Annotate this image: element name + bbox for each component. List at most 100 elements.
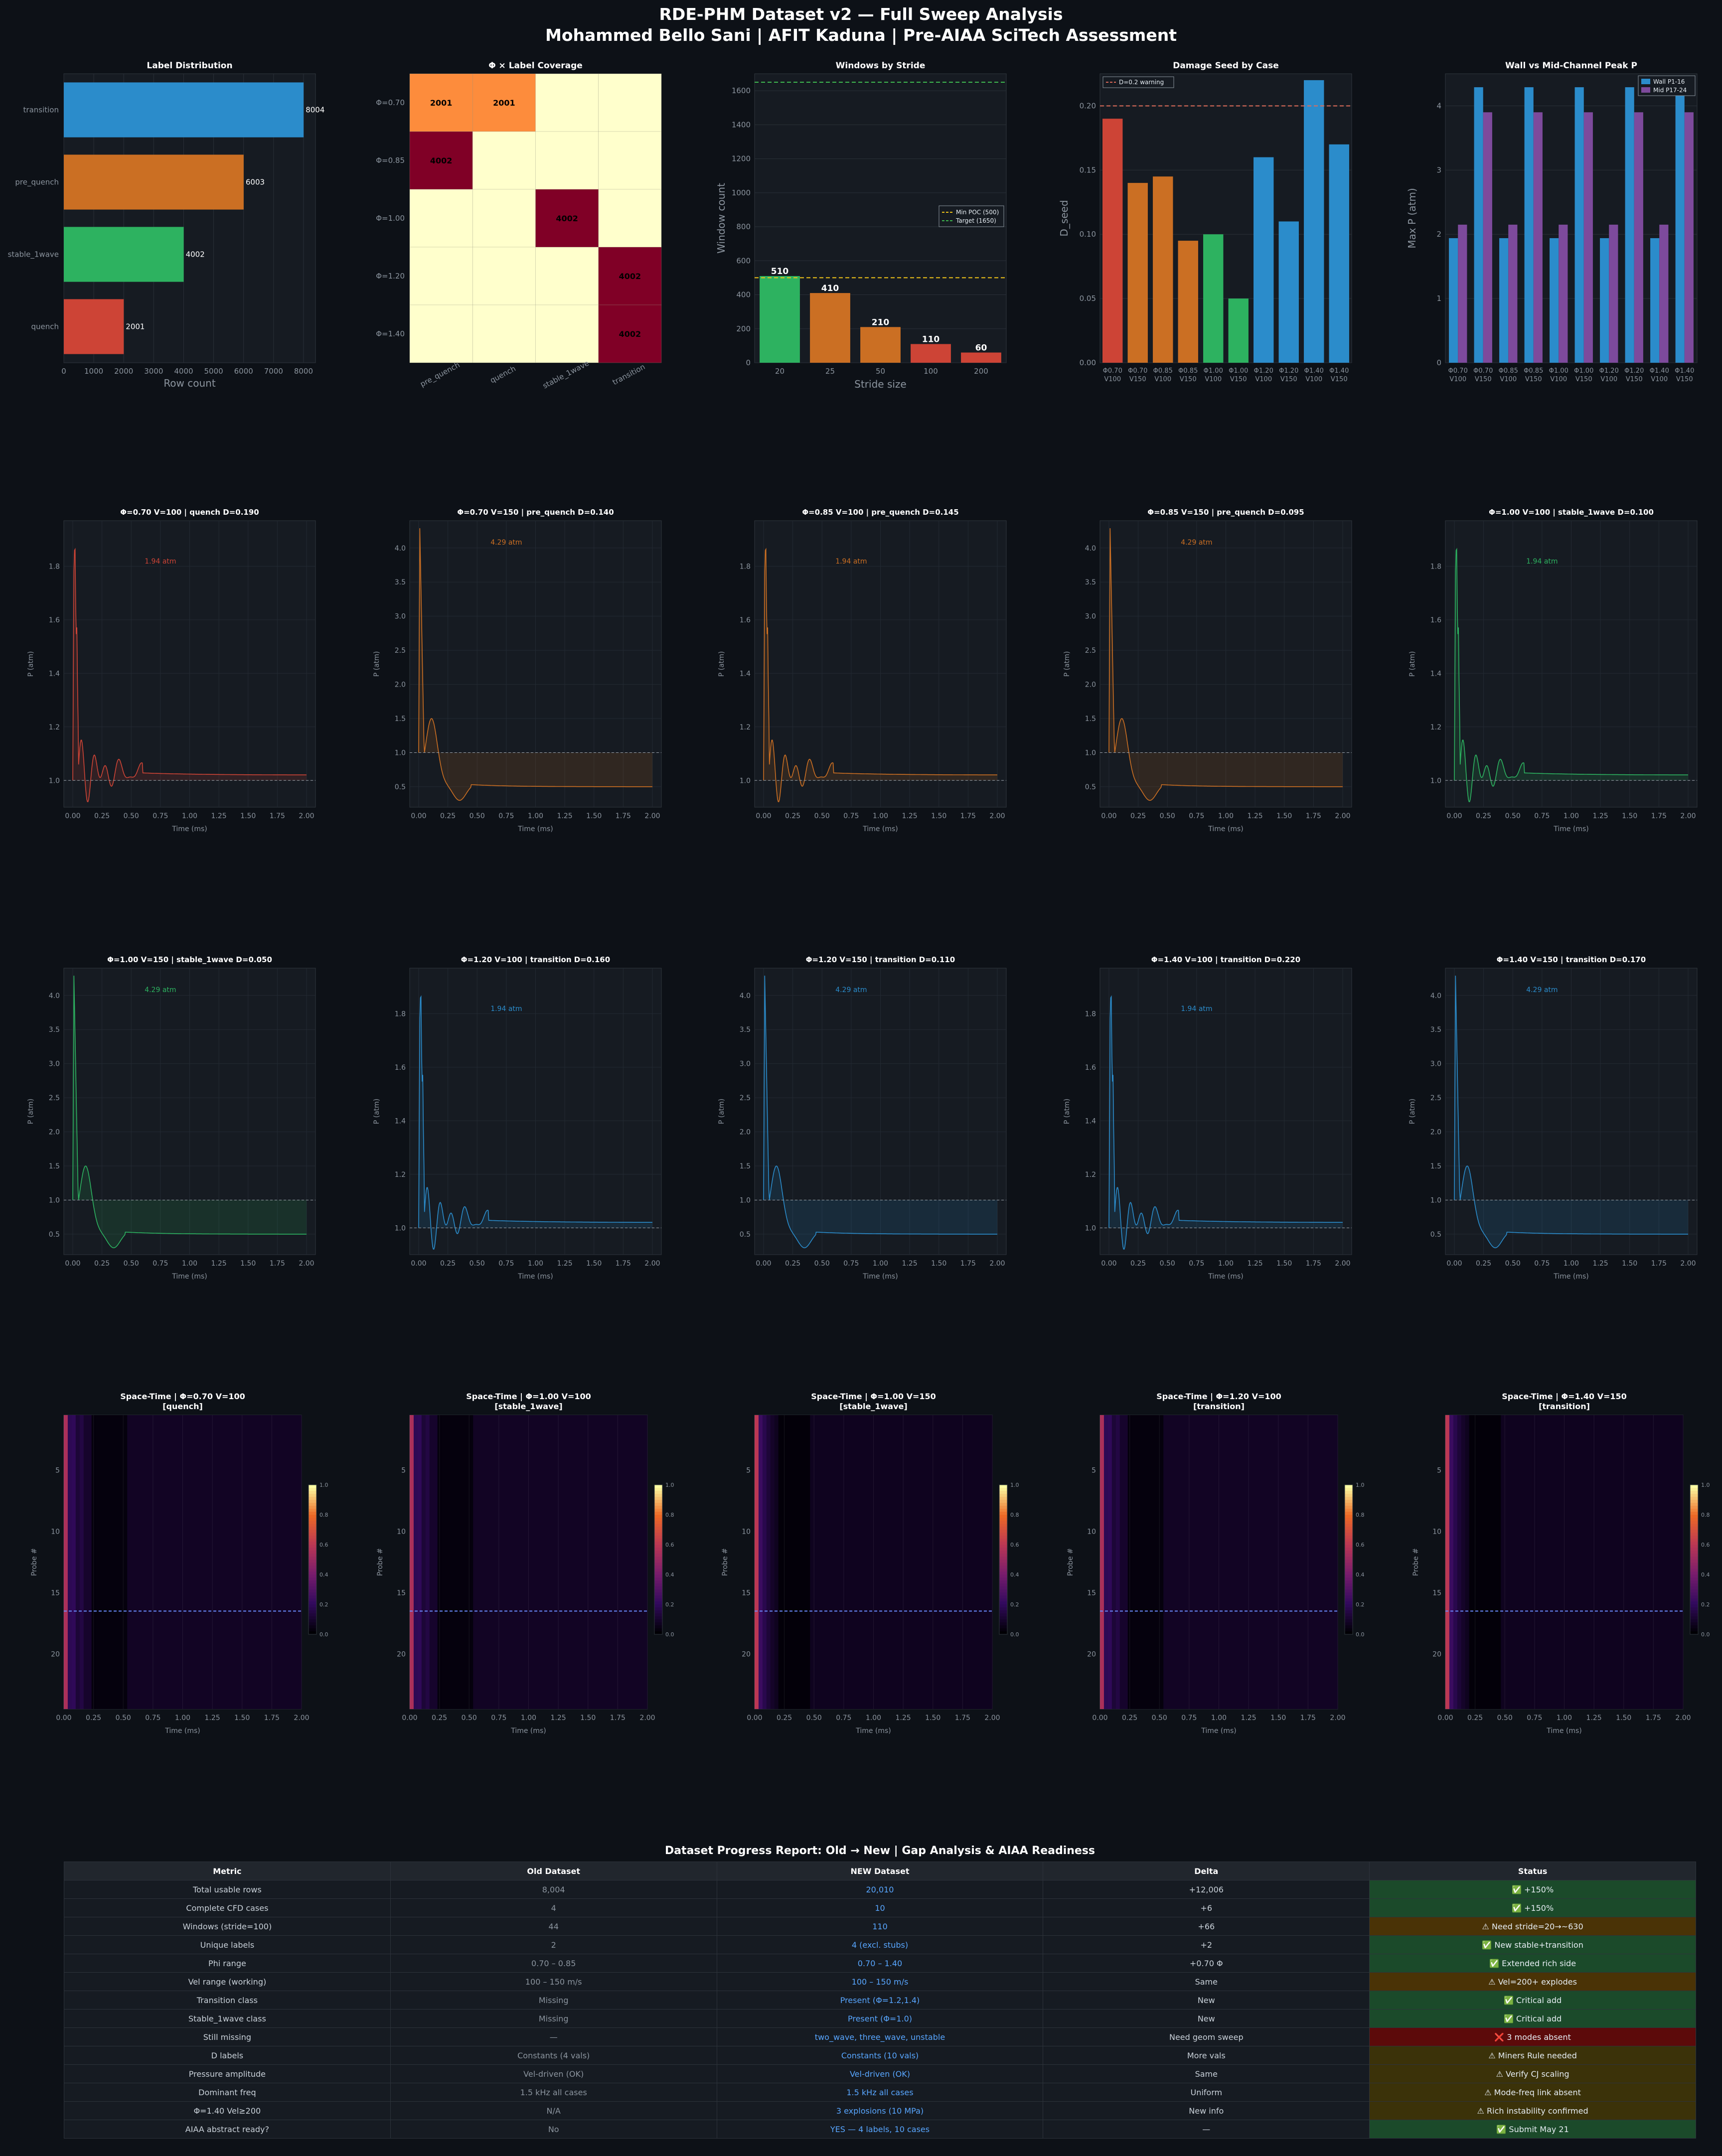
heat-column [1127,1415,1132,1709]
colorbar-segment [654,1506,662,1509]
colorbar-segment [1690,1569,1698,1572]
y-axis-label: P (atm) [373,651,381,677]
heat-column [1473,1415,1478,1709]
heat-column [162,1415,167,1709]
heat-column [592,1415,597,1709]
x-tick-label: 1.50 [234,1714,250,1722]
colorbar-segment [1690,1595,1698,1599]
data-label: 4002 [186,250,205,259]
y-tick-label: 0.20 [1080,101,1096,110]
colorbar-tick-label: 0.8 [1701,1512,1710,1518]
report-new-cell: 0.70 – 1.40 [716,1954,1044,1973]
heat-column [87,1415,92,1709]
heat-column [897,1415,902,1709]
x-tick-label: 2.00 [294,1714,309,1722]
x-tick-label: 0.25 [1130,1260,1146,1268]
heat-cell [409,131,473,190]
heat-column [806,1415,810,1709]
pressure-and-spacetime-charts: 0.00 0.25 0.50 0.75 1.00 1.25 1.50 1.75 2.001.01… [27,508,1710,1735]
colorbar-segment [1690,1589,1698,1593]
x-tick-label: Φ0.70 [1128,367,1147,375]
report-delta-cell: — [1043,2120,1370,2139]
colorbar-segment [999,1527,1007,1530]
y-tick-label: 600 [736,256,751,265]
report-row: Still missing — two_wave, three_wave, unst… [64,2027,1696,2046]
colorbar-segment [1345,1497,1353,1500]
colorbar-segment [999,1554,1007,1557]
x-tick-label: 8000 [294,367,313,376]
heat-column [1461,1415,1466,1709]
colorbar-segment [654,1631,662,1635]
x-tick-label: 1.75 [1306,1260,1321,1268]
colorbar-segment [1690,1491,1698,1494]
heat-column [849,1415,854,1709]
bar [810,293,850,363]
panel-title: Φ=1.20 V=150 | transition D=0.110 [806,955,955,965]
heat-column [1314,1415,1318,1709]
panel-title: Φ × Label Coverage [488,61,583,71]
heat-column [262,1415,266,1709]
heat-column [1525,1415,1529,1709]
heat-column [1167,1415,1172,1709]
x-tick-label: 6000 [234,367,253,376]
heat-column [1489,1415,1493,1709]
x-tick-label: 0.50 [814,1260,830,1268]
colorbar-segment [654,1521,662,1524]
x-tick-label: 0.50 [1160,812,1175,820]
colorbar-segment [309,1512,316,1515]
colorbar-segment [654,1575,662,1578]
y-tick-label: 1.0 [49,1196,60,1204]
x-tick-label: 1.00 [182,1260,197,1268]
colorbar-segment [309,1631,316,1635]
colorbar-segment [654,1563,662,1566]
heat-column [1604,1415,1608,1709]
bar [1102,119,1123,363]
y-tick-label: 20 [1432,1650,1441,1658]
y-tick-label: 2.5 [395,647,406,655]
x-tick-label: 1.75 [1646,1714,1661,1722]
label-distribution-chart: 0 1000 2000 3000 4000 5000 6000 7000 8000 transit… [8,73,324,389]
y-tick-label: 400 [736,290,751,299]
x-tick-label: 1.50 [931,812,946,820]
report-title: Dataset Progress Report: Old → New | Gap… [664,1845,1096,1857]
heat-cell [598,189,662,248]
x-tick-label: Φ0.85 [1524,367,1543,375]
heat-column [556,1415,561,1709]
colorbar-segment [1345,1536,1353,1539]
x-tick-label: 2.00 [639,1714,655,1722]
heat-column [1588,1415,1592,1709]
y-tick-label: 1200 [732,154,751,163]
colorbar-segment [1690,1494,1698,1497]
report-row: Pressure amplitude Vel-driven (OK) Vel-dri… [64,2064,1696,2083]
x-tick-label: 0.75 [1181,1714,1197,1722]
legend-box [1102,76,1174,88]
y-tick-label: 3.5 [49,1026,60,1034]
heat-column [1659,1415,1664,1709]
heat-column [1191,1415,1196,1709]
colorbar-segment [1690,1607,1698,1611]
heat-column [1207,1415,1212,1709]
colorbar-segment [1345,1575,1353,1578]
heat-column [1596,1415,1600,1709]
y-tick-label: 10 [1432,1528,1441,1536]
colorbar-segment [309,1616,316,1620]
heat-column [972,1415,977,1709]
heat-column [103,1415,108,1709]
heat-column [857,1415,862,1709]
x-axis-label: Time (ms) [164,1727,200,1735]
colorbar-segment [1690,1518,1698,1521]
report-new-cell: 10 [716,1898,1044,1917]
colorbar-segment [654,1494,662,1497]
heat-column [608,1415,612,1709]
y-tick-label: 4.0 [49,992,60,1000]
panel-title: Space-Time | Φ=1.00 V=150 [811,1392,936,1402]
data-label: 410 [821,284,839,293]
y-tick-label: 20 [397,1650,406,1658]
colorbar-tick-label: 0.0 [665,1631,674,1638]
heat-column [861,1415,866,1709]
panel-title: Space-Time | Φ=1.20 V=100 [1156,1392,1281,1402]
heat-column [873,1415,878,1709]
colorbar-segment [999,1506,1007,1509]
colorbar-segment [1345,1512,1353,1515]
x-tick-label: 0.75 [498,1260,514,1268]
